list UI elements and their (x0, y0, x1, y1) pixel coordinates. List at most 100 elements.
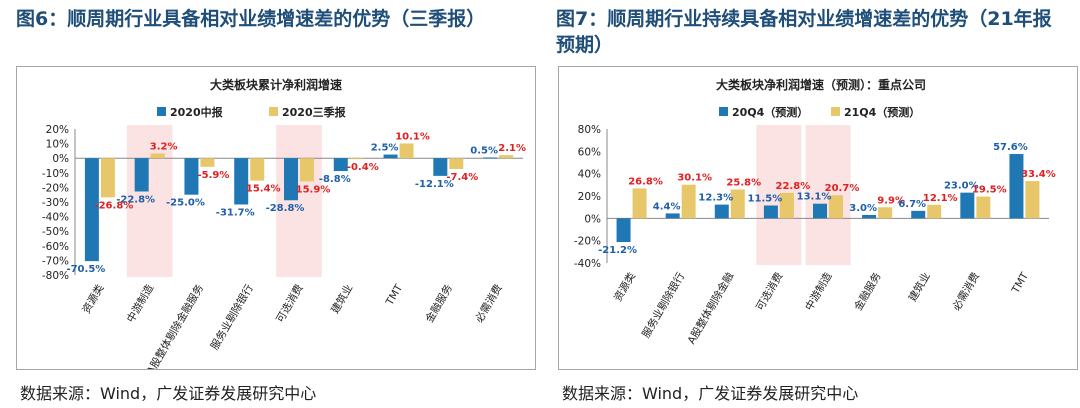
bar-s1 (483, 157, 498, 159)
data-label-s2: 15.9% (296, 184, 331, 195)
y-tick-label: 80% (578, 124, 601, 136)
category-label: 资源类 (611, 270, 638, 304)
data-label-s1: -25.0% (166, 198, 205, 209)
data-label-s2: 30.1% (677, 173, 712, 184)
category-label: 可选消费 (273, 282, 305, 325)
category-label: 建筑业 (328, 282, 355, 316)
bar-s2 (200, 158, 215, 167)
data-label-s2: -5.9% (197, 170, 229, 181)
data-label-s1: 2.5% (371, 143, 399, 154)
category-label: 资源类 (79, 282, 106, 316)
bar-s2 (499, 155, 514, 159)
right-figure-title: 图7：顺周期行业持续具备相对业绩增速差的优势（21年报预期） (556, 8, 1052, 56)
legend-swatch-1 (157, 107, 166, 116)
left-chart: 大类板块累计净利润增速 2020中报 2020三季报 20% 10% 0% -10% -20%… (42, 77, 526, 377)
y-tick-label: -10% (42, 168, 69, 180)
data-label-s1: 4.4% (653, 201, 681, 212)
data-label-s2: 3.2% (150, 142, 178, 153)
data-label-s1: 11.5% (748, 193, 783, 204)
bar-s2 (300, 158, 314, 182)
highlight-band (126, 125, 173, 277)
bar-s2 (100, 158, 115, 198)
data-label-s2: 10.1% (395, 131, 430, 142)
bar-s1 (383, 154, 398, 159)
data-label-s2: -0.4% (347, 162, 379, 173)
data-label-s2: -26.8% (94, 200, 133, 211)
bar-s1 (616, 218, 631, 243)
data-label-s1: -8.8% (319, 174, 351, 185)
bar-s2 (250, 158, 265, 181)
bar-s1 (1009, 154, 1024, 219)
legend-label-1: 2020中报 (170, 105, 224, 119)
chart-title: 大类板块累计净利润增速 (210, 77, 342, 92)
bar-s2 (449, 158, 464, 170)
bar-s1 (813, 203, 827, 219)
bar-s1 (862, 214, 877, 219)
category-label: A股整体剔除金融服务 (144, 282, 206, 369)
right-chart-frame: 大类板块净利润增速（预测）：重点公司 20Q4（预测） 21Q4（预测） 80% 60%… (558, 66, 1078, 370)
bar-s1 (284, 158, 298, 201)
data-label-s2: 19.5% (972, 185, 1007, 196)
y-tick-label: -50% (42, 226, 69, 238)
y-tick-label: 20% (46, 124, 69, 136)
right-source: 数据来源：Wind，广发证券发展研究中心 (562, 384, 859, 403)
bar-s2 (976, 196, 991, 219)
legend-swatch-1 (719, 107, 728, 116)
category-label: 服务业剔除银行 (639, 270, 687, 341)
y-tick-label: -40% (574, 258, 601, 270)
category-label: 服务业剔除银行 (208, 282, 256, 353)
data-label-s2: 25.8% (726, 178, 761, 189)
bar-s2 (349, 158, 364, 160)
data-label-s1: -28.8% (266, 203, 305, 214)
data-label-s2: 20.7% (825, 183, 860, 194)
bar-s2 (1025, 181, 1040, 219)
bar-s2 (399, 143, 414, 159)
left-chart-frame: 大类板块累计净利润增速 2020中报 2020三季报 20% 10% 0% -10% -20%… (16, 66, 536, 377)
data-label-s1: 0.5% (470, 145, 498, 156)
bar-s1 (665, 213, 680, 219)
bar-s1 (433, 158, 448, 176)
right-chart: 大类板块净利润增速（预测）：重点公司 20Q4（预测） 21Q4（预测） 80% 60%… (574, 77, 1056, 347)
data-label-s2: 9.9% (877, 195, 905, 206)
y-tick-label: -60% (42, 241, 69, 253)
y-tick-label: -20% (42, 182, 69, 194)
bar-s2 (150, 153, 165, 159)
y-tick-label: -40% (42, 212, 69, 224)
data-label-s1: 13.1% (797, 192, 832, 203)
y-tick-label: -70% (42, 255, 69, 267)
data-label-s2: 15.4% (246, 184, 281, 195)
bar-s2 (730, 189, 745, 219)
bar-s1 (911, 210, 926, 219)
category-label: 可选消费 (753, 270, 785, 313)
category-label: 必需消费 (472, 282, 504, 325)
y-tick-label: -80% (42, 270, 69, 282)
legend-swatch-2 (831, 107, 840, 116)
bar-s1 (960, 192, 975, 219)
y-tick-label: 60% (578, 146, 601, 158)
legend-swatch-2 (269, 107, 278, 116)
data-label-s1: 3.0% (849, 203, 877, 214)
category-label: A股整体剔除金融 (685, 270, 737, 347)
legend-label-1: 20Q4（预测） (732, 105, 808, 119)
data-label-s2: 33.4% (1021, 169, 1056, 180)
left-source: 数据来源：Wind，广发证券发展研究中心 (20, 384, 317, 403)
chart-title: 大类板块净利润增速（预测）：重点公司 (716, 77, 926, 92)
category-label: 金融服务 (423, 282, 456, 325)
left-figure-title: 图6：顺周期行业具备相对业绩增速差的优势（三季报） (16, 8, 486, 30)
data-label-s1: -12.1% (415, 179, 454, 190)
y-tick-label: 0% (584, 213, 601, 225)
bar-s2 (927, 204, 942, 219)
data-label-s1: -70.5% (66, 264, 105, 275)
data-label-s1: 6.7% (898, 199, 926, 210)
category-label: TMT (1009, 270, 1031, 296)
bar-s1 (234, 158, 249, 205)
y-tick-label: 40% (578, 169, 601, 181)
bar-s1 (333, 158, 348, 172)
highlight-band (756, 125, 802, 265)
category-label: 必需消费 (950, 270, 982, 313)
data-label-s1: -31.7% (216, 207, 255, 218)
y-tick-label: -20% (574, 236, 601, 248)
highlight-band (805, 125, 851, 265)
category-label: 中游制造 (124, 282, 157, 325)
data-label-s2: 26.8% (628, 176, 663, 187)
